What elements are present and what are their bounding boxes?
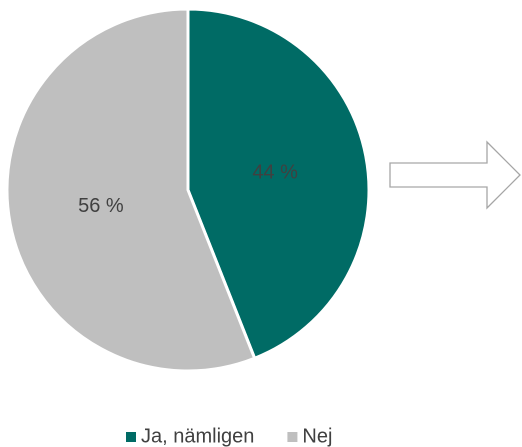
legend-swatch	[126, 432, 136, 442]
legend-label: Ja, nämligen	[141, 425, 254, 447]
pie-slice	[5, 7, 257, 373]
value-label: 56 %	[78, 195, 124, 217]
legend-swatch	[287, 432, 298, 442]
value-label: 44 %	[252, 162, 298, 184]
legend-label: Nej	[302, 425, 332, 447]
arrow	[389, 140, 521, 210]
pie-slice	[186, 7, 371, 361]
